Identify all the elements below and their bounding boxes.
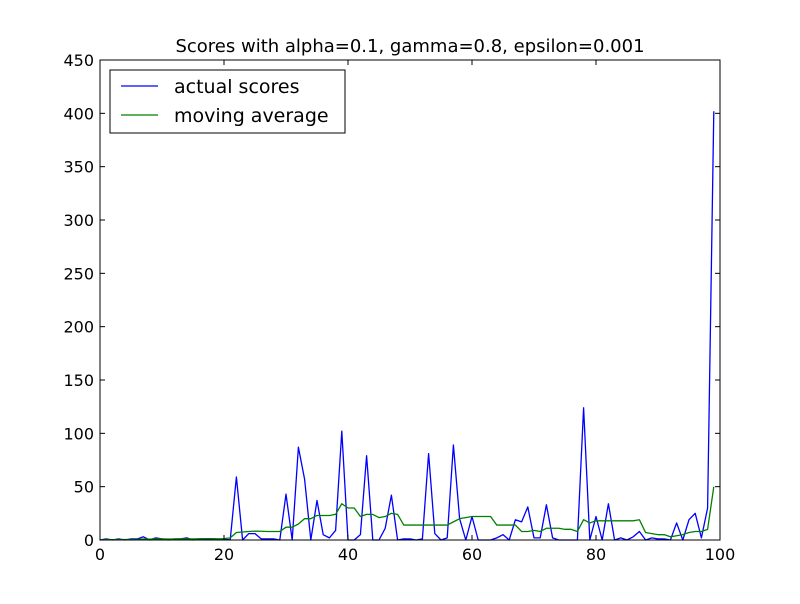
x-tick-label: 100 <box>705 545 736 564</box>
y-tick-label: 150 <box>63 371 94 390</box>
legend-label-moving-average: moving average <box>174 105 329 127</box>
y-tick-label: 50 <box>74 478 94 497</box>
y-tick-label: 200 <box>63 318 94 337</box>
y-tick-label: 300 <box>63 211 94 230</box>
x-tick-label: 60 <box>462 545 482 564</box>
axis-ticks: 0 20 40 60 80 100 0 50 100 150 200 250 300 350 400 450 <box>63 51 735 564</box>
x-tick-label: 80 <box>586 545 606 564</box>
axes-frame <box>99 59 721 541</box>
y-tick-label: 450 <box>63 51 94 70</box>
legend-box <box>109 69 346 134</box>
y-tick-label: 0 <box>84 531 94 550</box>
x-tick-label: 0 <box>95 545 105 564</box>
chart-title: Scores with alpha=0.1, gamma=0.8, epsilo… <box>175 36 644 57</box>
x-tick-label: 40 <box>338 545 358 564</box>
series-line-moving-average <box>99 486 715 541</box>
legend: actual scores moving average <box>109 69 346 134</box>
x-tick-label: 20 <box>214 545 234 564</box>
y-tick-label: 250 <box>63 264 94 283</box>
y-tick-label: 100 <box>63 424 94 443</box>
y-tick-label: 400 <box>63 104 94 123</box>
legend-label-actual-scores: actual scores <box>174 76 300 98</box>
plot-area <box>99 111 715 541</box>
y-tick-label: 350 <box>63 158 94 177</box>
series-line-actual-scores <box>99 111 715 541</box>
